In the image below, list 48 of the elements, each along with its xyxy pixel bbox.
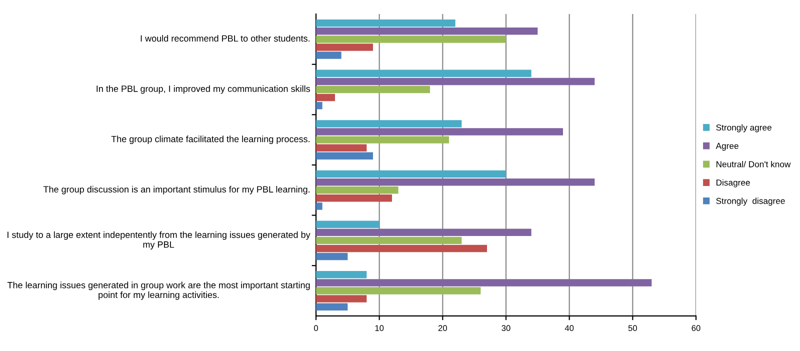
bar: [316, 94, 335, 102]
bar: [316, 295, 367, 302]
bar: [316, 120, 462, 128]
bar: [316, 287, 481, 294]
x-tick-label: 50: [628, 325, 637, 332]
x-tick-label: 60: [692, 325, 700, 332]
bar: [316, 244, 487, 252]
y-tick-label: I study to a large extent indepentently from the learning issues generated by my PBL: [8, 231, 310, 250]
bar: [316, 228, 532, 236]
bar: [316, 194, 392, 202]
x-tick-label: 30: [502, 325, 510, 332]
bar: [316, 78, 595, 86]
bar: [316, 152, 373, 160]
bar: [316, 279, 652, 286]
legend-label: Neutral/ Don't know: [716, 160, 791, 168]
bar: [316, 144, 367, 152]
x-tick-label: 20: [438, 325, 447, 332]
bar: [316, 128, 563, 136]
bar: [316, 52, 342, 59]
legend-label: Agree: [716, 142, 738, 151]
legend-label: Strongly disagree: [716, 198, 785, 206]
bar: [316, 186, 398, 194]
bar: [316, 70, 532, 78]
bar: [316, 271, 367, 278]
bar: [316, 236, 462, 244]
bar: [316, 178, 595, 186]
bar: [316, 252, 348, 260]
bar: [316, 36, 506, 43]
bar: [316, 136, 449, 144]
x-tick-label: 40: [564, 325, 574, 332]
bar: [316, 303, 348, 310]
bar: [316, 170, 506, 178]
y-tick-label: The group discussion is an important stimulus for my PBL learning.: [43, 186, 310, 194]
bar: [316, 28, 538, 35]
legend-label: Disagree: [716, 179, 750, 188]
bar: [316, 102, 322, 110]
y-tick-label: The learning issues generated in group work are the most important starting point for my learning activities.: [7, 282, 310, 300]
bar: [316, 19, 456, 27]
bar: [316, 202, 322, 210]
y-tick-label: In the PBL group, I improved my communication skills: [96, 85, 310, 94]
y-tick-label: I would recommend PBL to other students.: [140, 34, 310, 42]
legend-label: Strongly agree: [716, 124, 772, 132]
x-tick-label: 0: [314, 325, 318, 332]
x-tick-label: 10: [375, 325, 384, 332]
bar: [316, 86, 430, 94]
bar: [316, 44, 373, 51]
y-tick-label: The group climate facilitated the learning process.: [111, 136, 310, 144]
bar: [316, 220, 380, 228]
